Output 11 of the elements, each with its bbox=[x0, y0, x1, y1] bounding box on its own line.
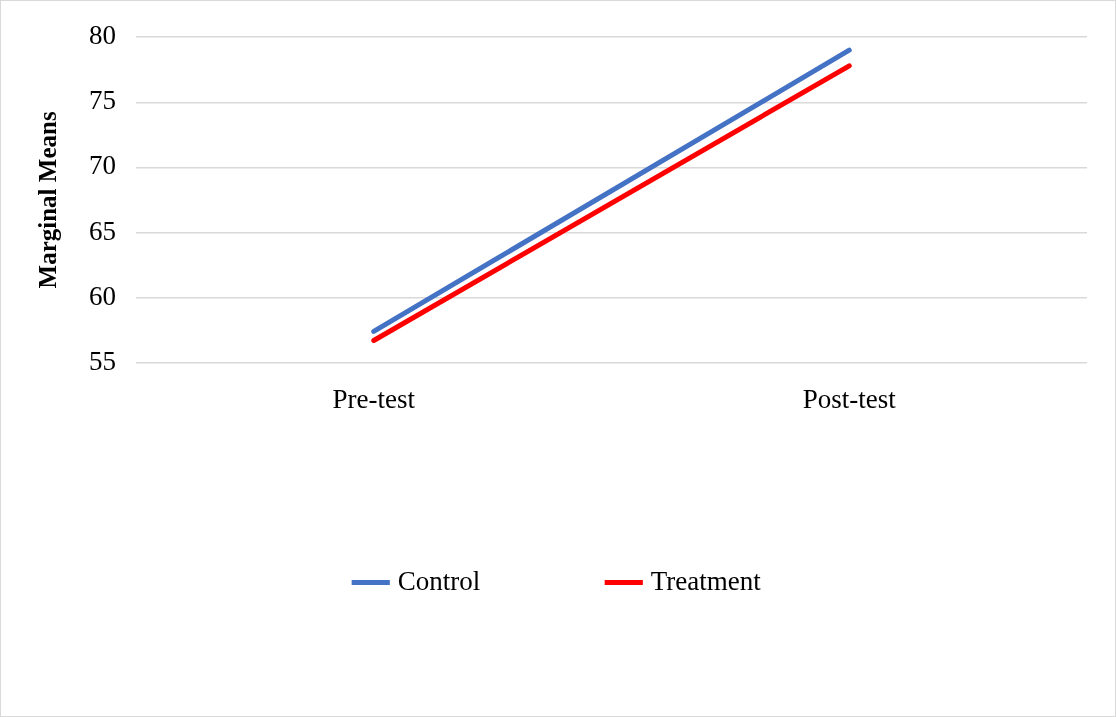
y-tick-label: 75 bbox=[89, 85, 116, 116]
x-tick-label: Pre-test bbox=[332, 383, 416, 414]
y-tick-label: 60 bbox=[89, 280, 116, 311]
x-tick-label: Post-test bbox=[802, 383, 897, 414]
y-axis-title: Marginal Means bbox=[34, 111, 62, 289]
y-tick-label: 55 bbox=[89, 345, 116, 376]
y-tick-label: 70 bbox=[89, 150, 116, 181]
legend-label: Treatment bbox=[650, 565, 762, 596]
legend-label: Control bbox=[397, 565, 481, 596]
y-tick-label: 65 bbox=[89, 215, 116, 246]
y-tick-label: 80 bbox=[89, 20, 116, 51]
